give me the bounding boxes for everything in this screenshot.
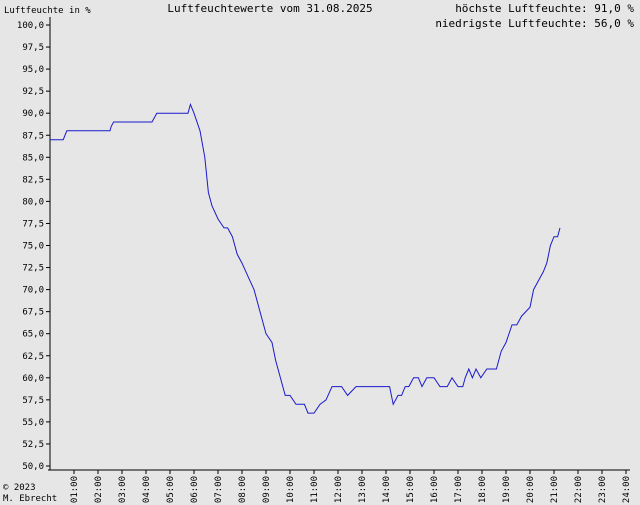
x-tick-label: 24:00	[622, 476, 632, 503]
y-tick-label: 67,5	[22, 308, 44, 318]
y-tick-label: 77,5	[22, 219, 44, 229]
y-tick-label: 57,5	[22, 396, 44, 406]
y-tick-label: 70,0	[22, 286, 44, 296]
x-tick-label: 03:00	[118, 476, 128, 503]
x-tick-label: 22:00	[574, 476, 584, 503]
humidity-series-line	[50, 102, 548, 414]
y-tick-label: 50,0	[22, 462, 44, 472]
y-tick-label: 55,0	[22, 418, 44, 428]
x-tick-label: 10:00	[286, 476, 296, 503]
x-tick-label: 16:00	[430, 476, 440, 503]
x-tick-label: 02:00	[94, 476, 104, 503]
y-tick-label: 60,0	[22, 374, 44, 384]
x-tick-label: 12:00	[334, 476, 344, 503]
x-tick-label: 07:00	[214, 476, 224, 503]
x-tick-label: 14:00	[382, 476, 392, 503]
x-tick-label: 08:00	[238, 476, 248, 503]
x-tick-label: 20:00	[526, 476, 536, 503]
copyright-text: © 2023	[3, 483, 36, 493]
y-tick-label: 52,5	[22, 440, 44, 450]
y-tick-label: 72,5	[22, 264, 44, 274]
series-layer	[50, 102, 561, 414]
x-tick-label: 18:00	[478, 476, 488, 503]
y-tick-label: 62,5	[22, 352, 44, 362]
chart-title: Luftfeuchtewerte vom 31.08.2025	[167, 2, 372, 15]
x-tick-label: 13:00	[358, 476, 368, 503]
y-tick-label: 97,5	[22, 43, 44, 53]
y-tick-label: 95,0	[22, 65, 44, 75]
y-tick-label: 82,5	[22, 175, 44, 185]
y-tick-label: 65,0	[22, 330, 44, 340]
y-tick-label: 100,0	[17, 21, 44, 31]
x-tick-label: 09:00	[262, 476, 272, 503]
humidity-series-line-tail	[546, 227, 561, 264]
x-tick-label: 15:00	[406, 476, 416, 503]
y-axis-ticks: 50,0 52,5 55,0 57,5 60,0 62,5 65,0 67,5 70,0 72,5…	[17, 21, 50, 472]
y-tick-label: 90,0	[22, 109, 44, 119]
y-tick-label: 80,0	[22, 197, 44, 207]
x-tick-label: 04:00	[142, 476, 152, 503]
y-tick-label: 92,5	[22, 87, 44, 97]
x-tick-label: 01:00	[70, 476, 80, 503]
x-axis-ticks: 01:00 02:00 03:00 04:00 05:00 06:00 07:00 08:00…	[70, 470, 632, 503]
y-unit-label: Luftfeuchte in %	[4, 6, 91, 16]
y-tick-label: 87,5	[22, 131, 44, 141]
axes	[48, 17, 630, 471]
x-tick-label: 11:00	[310, 476, 320, 503]
x-tick-label: 06:00	[190, 476, 200, 503]
y-tick-label: 85,0	[22, 153, 44, 163]
max-humidity-label: höchste Luftfeuchte: 91,0 %	[455, 2, 634, 15]
x-tick-label: 19:00	[502, 476, 512, 503]
x-tick-label: 23:00	[598, 476, 608, 503]
author-text: M. Ebrecht	[3, 494, 57, 504]
x-tick-label: 05:00	[166, 476, 176, 503]
x-tick-label: 21:00	[550, 476, 560, 503]
min-humidity-label: niedrigste Luftfeuchte: 56,0 %	[435, 17, 634, 30]
x-tick-label: 17:00	[454, 476, 464, 503]
y-tick-label: 75,0	[22, 242, 44, 252]
